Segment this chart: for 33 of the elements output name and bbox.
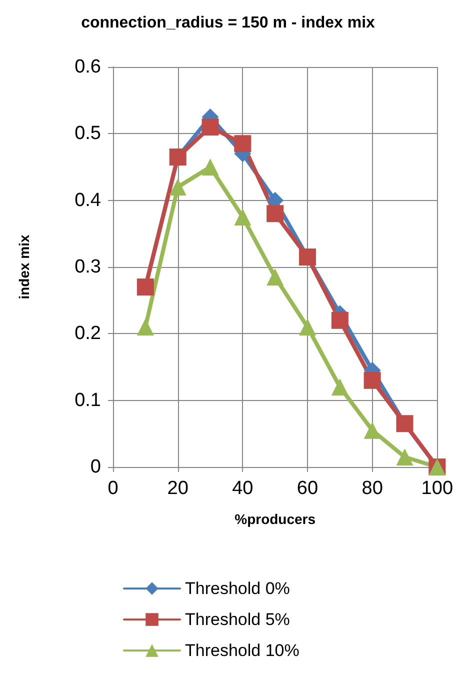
x-tick-label: 80 <box>362 478 383 499</box>
point <box>298 318 316 336</box>
point <box>234 208 252 226</box>
y-tick-label: 0 <box>90 456 101 478</box>
legend-label: Threshold 0% <box>185 579 290 598</box>
y-tick-label: 0.2 <box>74 323 101 344</box>
y-tick-label: 0.4 <box>74 190 102 211</box>
point <box>396 448 414 466</box>
y-tick-label: 0.1 <box>74 390 101 411</box>
y-tick-label: 0.6 <box>74 56 101 78</box>
point <box>331 312 348 329</box>
point <box>136 318 154 336</box>
x-tick-label: 0 <box>108 478 118 499</box>
point <box>202 158 219 176</box>
point <box>234 135 252 152</box>
x-tick-label: 60 <box>296 478 318 499</box>
x-tick-label: 20 <box>167 478 188 499</box>
point <box>266 205 284 222</box>
chart-title: connection_radius = 150 m - index mix <box>81 14 376 32</box>
point <box>202 118 219 136</box>
x-axis-title: %producers <box>234 511 316 527</box>
point <box>364 372 381 389</box>
x-tick-label: 40 <box>232 478 254 499</box>
y-axis-title: index mix <box>16 234 32 300</box>
x-tick-label: 100 <box>421 478 453 499</box>
point <box>169 178 186 196</box>
y-tick-label: 0.5 <box>74 123 101 144</box>
y-tick-label: 0.3 <box>74 256 101 278</box>
legend-label: Threshold 10% <box>185 641 300 660</box>
legend-label: Threshold 5% <box>185 610 290 629</box>
point <box>364 422 381 439</box>
point <box>266 268 284 286</box>
point <box>331 378 348 396</box>
